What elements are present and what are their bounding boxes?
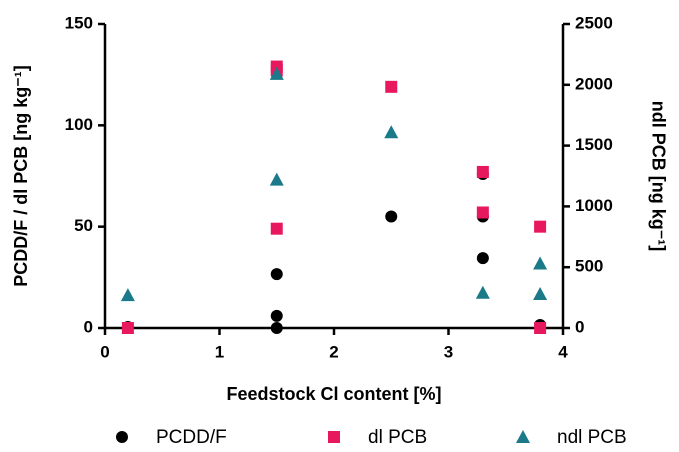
y2-tick-label: 500 [575, 257, 603, 276]
y2-tick-label: 0 [575, 317, 584, 336]
legend-label: ndl PCB [557, 427, 627, 448]
triangle-marker [533, 256, 548, 270]
y2-tick-label: 1000 [575, 196, 613, 215]
square-marker [476, 165, 489, 178]
triangle-marker [384, 125, 399, 139]
y2-tick-label: 2500 [575, 13, 613, 32]
y2-axis-label: ndl PCB [ng kg⁻¹] [648, 101, 668, 251]
triangle-marker [533, 286, 548, 300]
triangle-marker [269, 172, 284, 186]
y-axis-label: PCDD/F / dl PCB [ng kg⁻¹] [11, 65, 31, 286]
y-tick-label: 0 [84, 317, 93, 336]
x-tick-label: 1 [215, 342, 224, 361]
x-tick-label: 2 [329, 342, 338, 361]
square-marker [534, 220, 547, 233]
square-marker [270, 222, 283, 235]
triangle-marker [516, 430, 530, 443]
square-marker [328, 431, 340, 443]
triangle-marker [269, 66, 284, 80]
circle-marker [476, 252, 489, 265]
square-marker [385, 80, 398, 93]
circle-marker [270, 309, 283, 322]
x-tick-label: 0 [100, 342, 109, 361]
circle-marker [270, 268, 283, 281]
triangle-marker [120, 288, 135, 302]
triangle-marker [475, 285, 490, 299]
x-tick-label: 4 [558, 342, 568, 361]
square-marker [476, 206, 489, 219]
y-tick-label: 100 [65, 115, 93, 134]
square-marker [534, 322, 547, 334]
legend-label: dl PCB [368, 427, 427, 448]
x-tick-label: 3 [444, 342, 453, 361]
y2-tick-label: 1500 [575, 135, 613, 154]
square-marker [121, 322, 134, 334]
legend-label: PCDD/F [156, 427, 227, 448]
circle-marker [116, 431, 128, 443]
y-tick-label: 150 [65, 13, 93, 32]
circle-marker [270, 322, 283, 334]
y2-tick-label: 2000 [575, 74, 613, 93]
y-tick-label: 50 [74, 216, 93, 235]
x-axis-label: Feedstock Cl content [%] [226, 384, 441, 404]
circle-marker [385, 210, 398, 223]
